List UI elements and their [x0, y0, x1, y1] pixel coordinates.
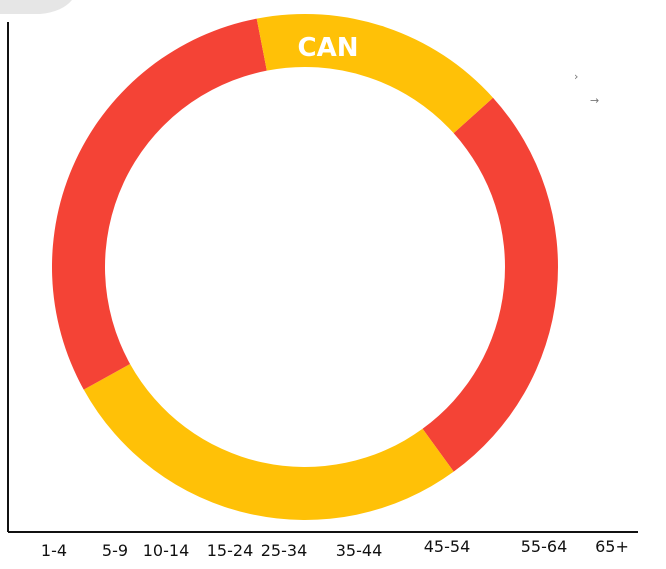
ring-label: CAN [298, 33, 359, 63]
ring-segment-4 [256, 13, 494, 134]
x-tick-label: 25-34 [261, 541, 308, 560]
x-tick-label: 1-4 [41, 541, 67, 560]
x-tick-label: 35-44 [336, 541, 383, 560]
donut-ring [51, 13, 558, 520]
ring-segment-3 [51, 18, 267, 390]
x-tick-label: 55-64 [521, 537, 568, 556]
x-tick-label: 5-9 [102, 541, 128, 560]
x-axis-tick-labels: 1-4 5-9 10-14 15-24 25-34 35-44 45-54 55-64 65+ [41, 537, 629, 560]
chevron-right-icon: › [574, 70, 578, 83]
x-tick-label: 45-54 [424, 537, 471, 556]
x-tick-label: 65+ [595, 537, 629, 556]
arrow-right-icon: → [590, 94, 599, 107]
ring-segment-2 [83, 363, 454, 520]
x-tick-label: 15-24 [207, 541, 254, 560]
x-tick-label: 10-14 [143, 541, 190, 560]
decorative-corner-shape [0, 0, 72, 14]
ring-segment-1 [422, 97, 558, 472]
